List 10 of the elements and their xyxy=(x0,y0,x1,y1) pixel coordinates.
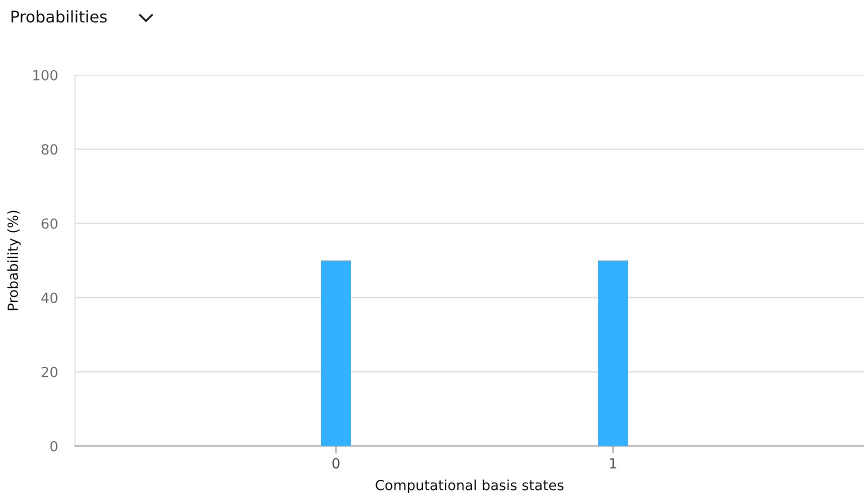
y-tick-label: 20 xyxy=(42,366,58,378)
y-tick-label: 100 xyxy=(33,70,58,80)
y-tick-label: 80 xyxy=(42,144,58,155)
chart-title: Probabilities xyxy=(12,10,107,23)
y-axis-title: Probability (%) xyxy=(7,210,21,310)
y-tick-label: 40 xyxy=(41,292,58,304)
y-tick-label: 0 xyxy=(50,440,58,452)
x-tick-label: 1 xyxy=(610,458,616,468)
x-axis-title: Computational basis states xyxy=(376,480,564,494)
y-tick-label: 60 xyxy=(42,218,58,229)
